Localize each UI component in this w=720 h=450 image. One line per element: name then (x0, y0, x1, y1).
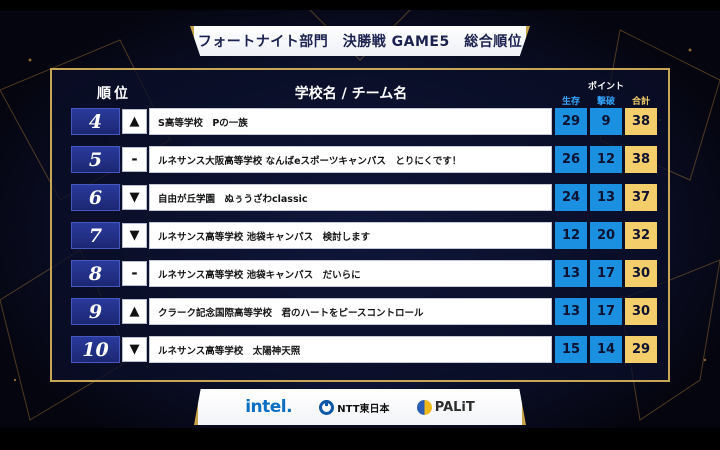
standings-row: 4 ▲ S高等学校 Pの一族 29 9 38 (71, 108, 657, 135)
header-rank: 順位 (97, 86, 131, 102)
sponsor-banner: intel. NTT東日本 PALiT (194, 389, 526, 425)
intel-logo: intel. (245, 397, 293, 417)
survival-points: 24 (555, 184, 587, 211)
school-cell: 自由が丘学園 ぬぅうざわclassic (149, 184, 552, 211)
rank-cell: 10 (71, 336, 120, 363)
total-points: 32 (625, 222, 657, 249)
school-name: ルネサンス高等学校 池袋キャンパス だいらに (158, 269, 361, 281)
rank-cell: 8 (71, 260, 120, 287)
total-points: 30 (625, 260, 657, 287)
down-triangle-icon: ▼ (129, 342, 140, 357)
kill-points: 17 (590, 260, 622, 287)
trend-cell: ▼ (122, 337, 147, 362)
ntt-east-logo-text: NTT東日本 (337, 403, 390, 415)
rank-number: 6 (88, 186, 103, 209)
rank-number: 10 (82, 338, 109, 361)
trend-cell: ▼ (122, 223, 147, 248)
palit-logo-text: PALiT (434, 399, 475, 415)
standings-row: 7 ▼ ルネサンス高等学校 池袋キャンパス 検討します 12 20 32 (71, 222, 657, 249)
rank-cell: 5 (71, 146, 120, 173)
up-triangle-icon: ▲ (129, 114, 140, 129)
kill-points: 12 (590, 146, 622, 173)
school-cell: ルネサンス高等学校 太陽神天照 (149, 336, 552, 363)
school-name: 自由が丘学園 ぬぅうざわclassic (158, 193, 308, 205)
school-cell: クラーク記念国際高等学校 君のハートをピースコントロール (149, 298, 552, 325)
total-points: 30 (625, 298, 657, 325)
survival-points: 29 (555, 108, 587, 135)
kill-points: 13 (590, 184, 622, 211)
school-cell: ルネサンス高等学校 池袋キャンパス 検討します (149, 222, 552, 249)
standings-row: 9 ▲ クラーク記念国際高等学校 君のハートをピースコントロール 13 17 3… (71, 298, 657, 325)
header-survival: 生存 (561, 97, 580, 107)
total-points: 38 (625, 108, 657, 135)
trend-cell: ▲ (122, 299, 147, 324)
total-points: 38 (625, 146, 657, 173)
letterbox-top (0, 0, 720, 10)
kill-points: 9 (590, 108, 622, 135)
trend-cell: ▼ (122, 185, 147, 210)
survival-points: 15 (555, 336, 587, 363)
header-kills: 撃破 (596, 97, 615, 107)
standings-row: 8 - ルネサンス高等学校 池袋キャンパス だいらに 13 17 30 (71, 260, 657, 287)
school-name: S高等学校 Pの一族 (158, 117, 248, 129)
school-name: クラーク記念国際高等学校 君のハートをピースコントロール (158, 307, 424, 319)
standings-row: 5 - ルネサンス大阪高等学校 なんばeスポーツキャンパス とりにくです！ 26… (71, 146, 657, 173)
kill-points: 14 (590, 336, 622, 363)
dash-icon: - (131, 150, 138, 168)
up-triangle-icon: ▲ (129, 304, 140, 319)
rank-cell: 9 (71, 298, 120, 325)
down-triangle-icon: ▼ (129, 190, 140, 205)
survival-points: 13 (555, 298, 587, 325)
page-title: フォートナイト部門 決勝戦 GAME5 総合順位 (197, 34, 523, 50)
rank-cell: 4 (71, 108, 120, 135)
rank-number: 9 (88, 300, 103, 323)
rank-number: 5 (88, 148, 103, 171)
rank-cell: 6 (71, 184, 120, 211)
dash-icon: - (131, 264, 138, 282)
total-points: 37 (625, 184, 657, 211)
school-cell: ルネサンス高等学校 池袋キャンパス だいらに (149, 260, 552, 287)
school-name: ルネサンス大阪高等学校 なんばeスポーツキャンパス とりにくです！ (158, 155, 462, 167)
survival-points: 26 (555, 146, 587, 173)
trend-cell: ▲ (122, 109, 147, 134)
header-points: ポイント (587, 82, 624, 92)
title-banner: フォートナイト部門 決勝戦 GAME5 総合順位 (190, 26, 530, 56)
trend-cell: - (122, 261, 147, 286)
palit-mark-icon (416, 399, 432, 415)
letterbox-bottom (0, 428, 720, 450)
palit-logo: PALiT (416, 399, 475, 415)
rank-cell: 7 (71, 222, 120, 249)
survival-points: 13 (555, 260, 587, 287)
school-name: ルネサンス高等学校 太陽神天照 (158, 345, 301, 357)
header-school: 学校名 / チーム名 (294, 86, 408, 102)
kill-points: 20 (590, 222, 622, 249)
rank-number: 4 (88, 110, 103, 133)
school-cell: ルネサンス大阪高等学校 なんばeスポーツキャンパス とりにくです！ (149, 146, 552, 173)
kill-points: 17 (590, 298, 622, 325)
survival-points: 12 (555, 222, 587, 249)
total-points: 29 (625, 336, 657, 363)
school-name: ルネサンス高等学校 池袋キャンパス 検討します (158, 231, 371, 243)
trend-cell: - (122, 147, 147, 172)
school-cell: S高等学校 Pの一族 (149, 108, 552, 135)
down-triangle-icon: ▼ (129, 228, 140, 243)
standings-row: 6 ▼ 自由が丘学園 ぬぅうざわclassic 24 13 37 (71, 184, 657, 211)
header-total: 合計 (631, 97, 650, 107)
standings-row: 10 ▼ ルネサンス高等学校 太陽神天照 15 14 29 (71, 336, 657, 363)
ntt-east-logo: NTT東日本 (319, 399, 390, 415)
rank-number: 7 (88, 224, 103, 247)
standings-panel: 順位 学校名 / チーム名 ポイント 生存 撃破 合計 4 ▲ S高等学校 Pの… (50, 68, 670, 382)
ntt-mark-icon (319, 399, 335, 415)
rank-number: 8 (88, 262, 103, 285)
